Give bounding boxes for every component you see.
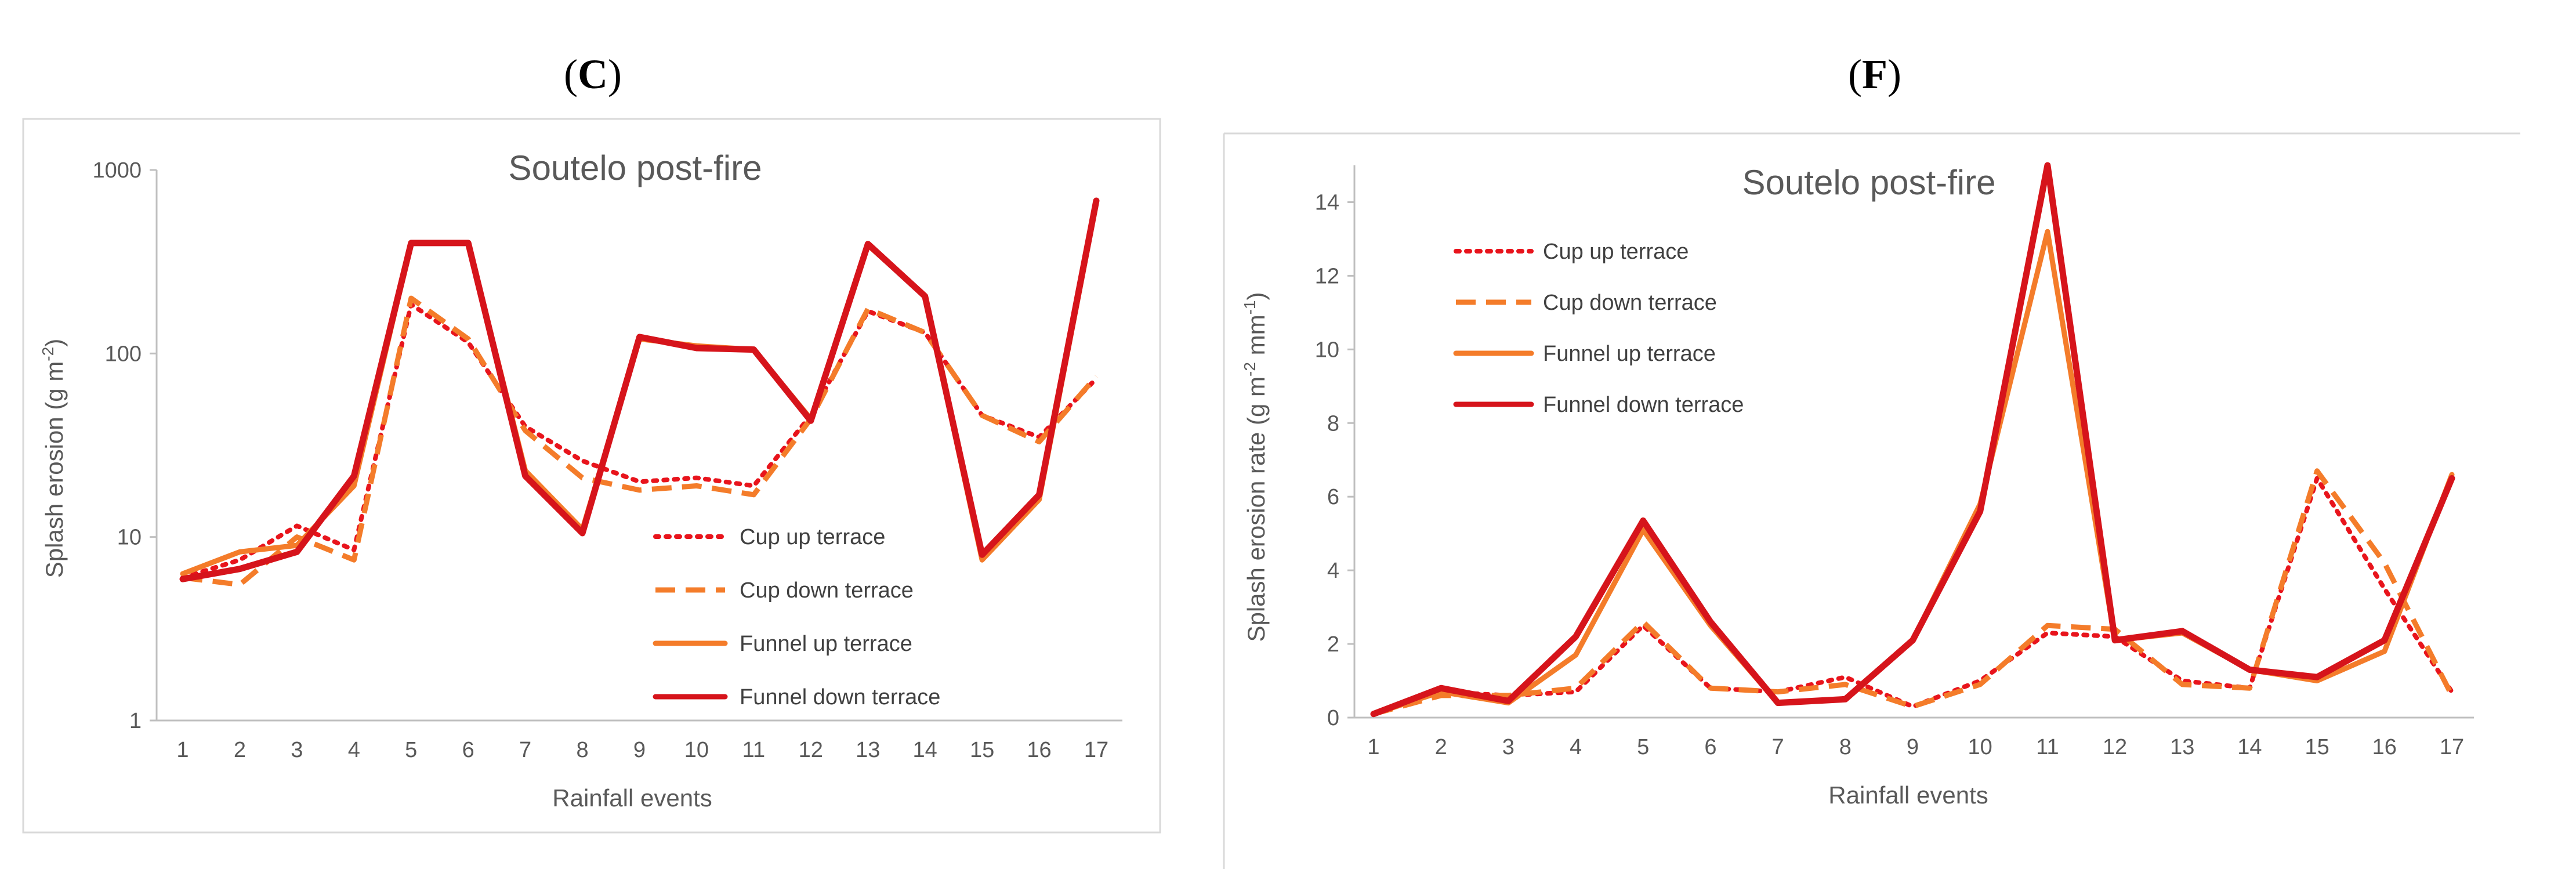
f-y-tick-label: 8 xyxy=(1327,411,1339,436)
panel-f-y-axis-label: Splash erosion rate (g m-2 mm-1) xyxy=(1241,292,1270,642)
panel-c-label: (C) xyxy=(564,51,622,97)
c-x-tick-label: 10 xyxy=(684,738,709,762)
f-y-tick-label: 10 xyxy=(1315,338,1339,362)
c-x-tick-label: 8 xyxy=(576,738,588,762)
f-y-tick-label: 4 xyxy=(1327,559,1339,583)
c-y-tick-label: 100 xyxy=(105,342,142,366)
panel-c-x-axis-label: Rainfall events xyxy=(552,784,712,812)
panel-c-letter: C xyxy=(578,51,608,97)
panel-f-title: Soutelo post-fire xyxy=(1742,163,1996,202)
panel-f-legend: Cup up terrace Cup down terrace Funnel up … xyxy=(1453,240,1744,417)
panel-f-y-label-sup1: -2 xyxy=(1241,362,1259,376)
f-legend-label-funnel-up-terrace: Funnel up terrace xyxy=(1543,342,1716,366)
f-series-line-cup-down-terrace xyxy=(1372,468,2455,717)
f-series-line-funnel-down-terrace xyxy=(1370,162,2455,718)
panel-f: (F) Soutelo post-fire 1 2 3 4 5 6 7 8 9 10 11 12 13 1… xyxy=(1223,51,2520,869)
c-legend-label-funnel-down-terrace: Funnel down terrace xyxy=(740,685,940,709)
f-x-tick-label: 12 xyxy=(2103,735,2127,759)
c-x-tick-label: 4 xyxy=(348,738,360,762)
c-x-tick-label: 1 xyxy=(176,738,189,762)
c-x-tick-label: 14 xyxy=(913,738,937,762)
f-x-tick-label: 8 xyxy=(1839,735,1852,759)
f-y-tick-label: 2 xyxy=(1327,632,1339,657)
panel-f-series xyxy=(1370,162,2455,718)
f-x-tick-label: 1 xyxy=(1367,735,1379,759)
f-x-tick-label: 2 xyxy=(1435,735,1447,759)
f-x-tick-label: 16 xyxy=(2372,735,2397,759)
c-series-line-funnel-down-terrace xyxy=(179,197,1100,582)
f-x-tick-label: 10 xyxy=(1968,735,1992,759)
c-x-tick-label: 15 xyxy=(970,738,994,762)
c-legend-label-cup-up-terrace: Cup up terrace xyxy=(740,525,885,549)
panel-c-y-ticks: 1 10 100 1000 xyxy=(92,158,142,733)
f-legend-label-cup-down-terrace: Cup down terrace xyxy=(1543,291,1717,315)
c-x-tick-label: 13 xyxy=(856,738,880,762)
panel-c-title: Soutelo post-fire xyxy=(509,149,762,187)
f-legend-label-funnel-down-terrace: Funnel down terrace xyxy=(1543,393,1744,417)
c-x-tick-label: 12 xyxy=(799,738,823,762)
c-y-tick-label: 1 xyxy=(129,709,142,733)
c-y-tick-label: 1000 xyxy=(92,158,142,183)
f-x-tick-label: 4 xyxy=(1570,735,1582,759)
panel-c-y-label-end: ) xyxy=(41,339,68,347)
f-y-tick-label: 0 xyxy=(1327,706,1339,730)
panel-f-y-label-sup2: -1 xyxy=(1241,300,1259,314)
c-x-tick-label: 3 xyxy=(291,738,303,762)
panel-f-x-axis-label: Rainfall events xyxy=(1828,781,1988,809)
panel-f-y-label-end: ) xyxy=(1242,292,1270,300)
f-legend-label-cup-up-terrace: Cup up terrace xyxy=(1543,240,1689,264)
panel-c-axes xyxy=(150,169,1122,722)
panel-c-y-label-sup: -2 xyxy=(39,347,57,361)
c-series-line-cup-up-terrace xyxy=(180,302,1099,580)
panel-f-y-label-mid: mm xyxy=(1242,314,1270,362)
f-x-tick-label: 6 xyxy=(1704,735,1716,759)
f-x-tick-label: 3 xyxy=(1502,735,1515,759)
panel-f-y-ticks: 0 2 4 6 8 10 12 14 xyxy=(1315,190,1339,730)
c-x-tick-label: 2 xyxy=(234,738,246,762)
c-y-tick-label: 10 xyxy=(117,526,142,550)
panel-f-y-label-text: Splash erosion rate (g m xyxy=(1242,376,1270,642)
f-x-tick-label: 5 xyxy=(1637,735,1649,759)
c-x-tick-label: 5 xyxy=(405,738,417,762)
panel-c-x-ticks: 1 2 3 4 5 6 7 8 9 10 11 12 13 14 15 16 17 xyxy=(176,738,1108,762)
panel-c-y-axis-label: Splash erosion (g m-2) xyxy=(39,339,68,578)
c-legend-label-funnel-up-terrace: Funnel up terrace xyxy=(740,632,912,656)
f-x-tick-label: 9 xyxy=(1907,735,1919,759)
panel-f-label: (F) xyxy=(1848,51,1901,97)
f-x-tick-label: 17 xyxy=(2440,735,2464,759)
f-y-tick-label: 12 xyxy=(1315,264,1339,288)
c-x-tick-label: 6 xyxy=(462,738,474,762)
panel-c-frame xyxy=(22,118,1161,834)
c-series-line-cup-down-terrace xyxy=(182,295,1099,588)
panel-f-axes xyxy=(1347,165,2474,719)
c-x-tick-label: 7 xyxy=(519,738,531,762)
panel-f-x-ticks: 1 2 3 4 5 6 7 8 9 10 11 12 13 14 15 16 17 xyxy=(1367,735,2464,759)
c-x-tick-label: 16 xyxy=(1027,738,1051,762)
c-x-tick-label: 11 xyxy=(742,738,765,762)
f-x-tick-label: 13 xyxy=(2170,735,2194,759)
f-y-tick-label: 14 xyxy=(1315,190,1339,215)
c-legend-label-cup-down-terrace: Cup down terrace xyxy=(740,578,914,603)
c-x-tick-label: 17 xyxy=(1084,738,1108,762)
panel-f-letter: F xyxy=(1862,51,1887,97)
panel-c-y-label-text: Splash erosion (g m xyxy=(41,361,68,578)
f-x-tick-label: 15 xyxy=(2305,735,2329,759)
f-x-tick-label: 7 xyxy=(1772,735,1784,759)
panel-c: (C) Soutelo post-fire 1 2 3 4 5 6 7 8 9 10 11 12 13 1… xyxy=(22,51,1161,834)
f-x-tick-label: 14 xyxy=(2237,735,2262,759)
f-x-tick-label: 11 xyxy=(2036,735,2059,759)
c-x-tick-label: 9 xyxy=(633,738,646,762)
panel-c-legend: Cup up terrace Cup down terrace Funnel up … xyxy=(653,525,940,709)
f-y-tick-label: 6 xyxy=(1327,485,1339,509)
panel-c-series xyxy=(179,197,1100,588)
